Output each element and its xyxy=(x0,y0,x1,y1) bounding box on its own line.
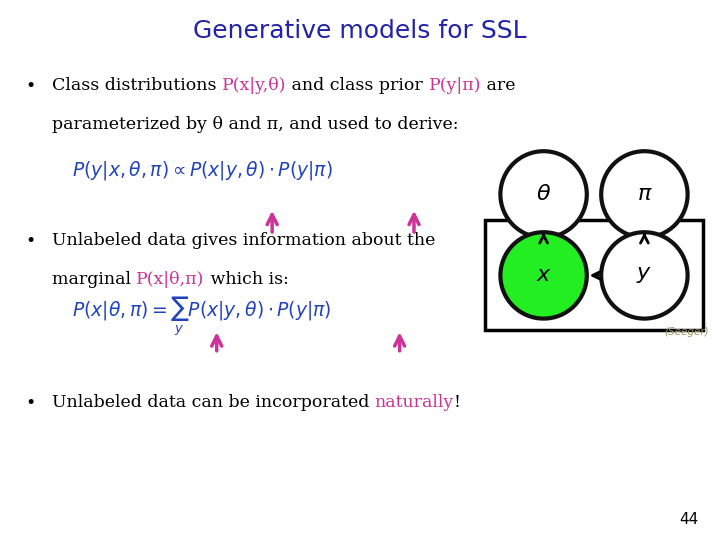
Text: •: • xyxy=(25,232,35,250)
Ellipse shape xyxy=(500,232,587,319)
Text: P(x|y,θ): P(x|y,θ) xyxy=(222,77,287,93)
Text: Unlabeled data can be incorporated: Unlabeled data can be incorporated xyxy=(52,394,374,411)
Text: 44: 44 xyxy=(679,511,698,526)
Bar xyxy=(485,220,703,330)
Ellipse shape xyxy=(500,151,587,238)
Text: $y$: $y$ xyxy=(636,265,652,286)
Ellipse shape xyxy=(601,232,688,319)
Ellipse shape xyxy=(601,151,688,238)
Text: Class distributions: Class distributions xyxy=(52,77,222,93)
Text: $\theta$: $\theta$ xyxy=(536,184,552,205)
Text: $P(y|x, \theta, \pi) \propto P(x|y, \theta) \cdot P(y|\pi)$: $P(y|x, \theta, \pi) \propto P(x|y, \the… xyxy=(72,159,333,181)
Text: Unlabeled data gives information about the: Unlabeled data gives information about t… xyxy=(52,232,435,249)
Text: P(x|θ,π): P(x|θ,π) xyxy=(136,271,204,288)
Text: and class prior: and class prior xyxy=(287,77,428,93)
Text: •: • xyxy=(25,77,35,94)
Text: Generative models for SSL: Generative models for SSL xyxy=(193,19,527,43)
Text: P(y|π): P(y|π) xyxy=(428,77,481,93)
Text: which is:: which is: xyxy=(204,271,289,288)
Text: $x$: $x$ xyxy=(536,265,552,286)
Text: are: are xyxy=(481,77,516,93)
Text: (Seeger): (Seeger) xyxy=(665,327,709,337)
Text: $\pi$: $\pi$ xyxy=(636,184,652,205)
Text: parameterized by θ and π, and used to derive:: parameterized by θ and π, and used to de… xyxy=(52,116,459,132)
Text: naturally: naturally xyxy=(374,394,454,411)
Text: !: ! xyxy=(454,394,461,411)
Text: marginal: marginal xyxy=(52,271,136,288)
Text: •: • xyxy=(25,394,35,412)
Text: $P(x|\theta, \pi) = \sum_y P(x|y, \theta) \cdot P(y|\pi)$: $P(x|\theta, \pi) = \sum_y P(x|y, \theta… xyxy=(72,294,332,338)
